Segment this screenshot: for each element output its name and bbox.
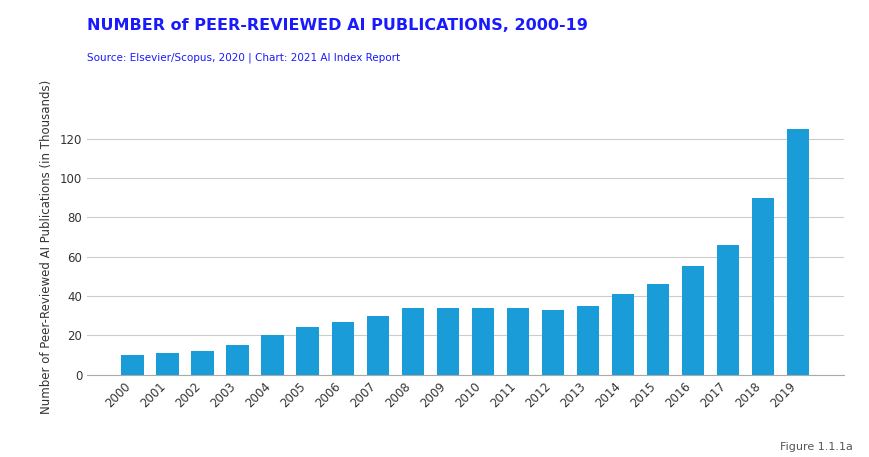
Bar	[681, 266, 704, 375]
Bar	[611, 294, 634, 375]
Bar	[471, 308, 494, 375]
Bar	[401, 308, 424, 375]
Bar	[296, 328, 319, 375]
Bar	[436, 308, 459, 375]
Text: Figure 1.1.1a: Figure 1.1.1a	[779, 442, 852, 452]
Bar	[191, 351, 214, 375]
Bar	[716, 245, 739, 375]
Bar	[646, 284, 668, 375]
Bar	[576, 306, 599, 375]
Bar	[506, 308, 528, 375]
Bar	[786, 129, 808, 375]
Text: Source: Elsevier/Scopus, 2020 | Chart: 2021 AI Index Report: Source: Elsevier/Scopus, 2020 | Chart: 2…	[87, 53, 400, 63]
Bar	[366, 316, 388, 375]
Bar	[262, 335, 284, 375]
Bar	[541, 310, 564, 375]
Text: NUMBER of PEER-REVIEWED AI PUBLICATIONS, 2000-19: NUMBER of PEER-REVIEWED AI PUBLICATIONS,…	[87, 18, 587, 33]
Y-axis label: Number of Peer-Reviewed AI Publications (in Thousands): Number of Peer-Reviewed AI Publications …	[40, 80, 53, 414]
Bar	[751, 197, 773, 375]
Bar	[156, 353, 179, 375]
Bar	[226, 345, 249, 375]
Bar	[331, 322, 354, 375]
Bar	[122, 355, 144, 375]
